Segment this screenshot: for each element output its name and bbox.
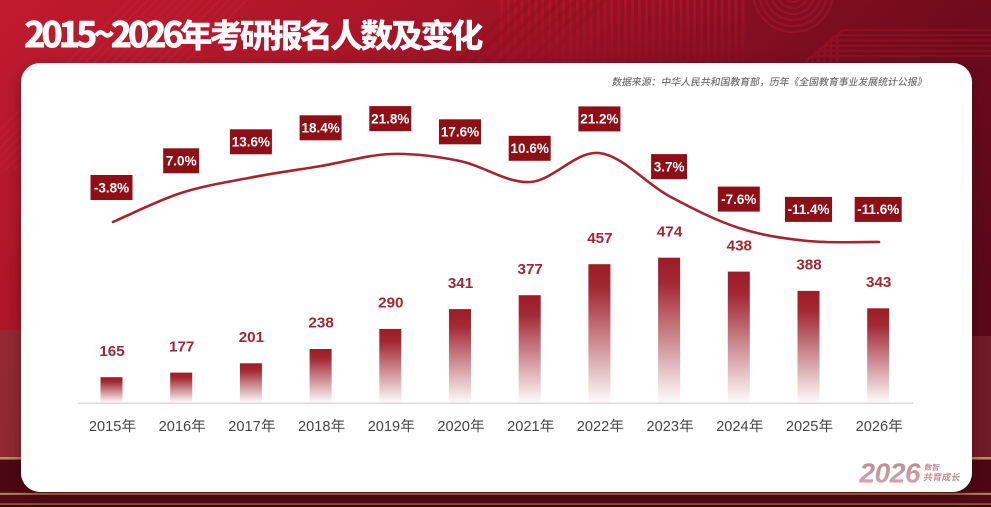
- svg-text:201: 201: [239, 329, 265, 346]
- svg-text:17.6%: 17.6%: [441, 125, 479, 140]
- svg-text:2024: 2024: [716, 419, 748, 435]
- svg-text:7.0%: 7.0%: [166, 154, 197, 169]
- svg-text:438: 438: [727, 237, 752, 254]
- svg-text:2026: 2026: [856, 419, 888, 435]
- svg-text:-11.4%: -11.4%: [787, 202, 829, 217]
- svg-text:177: 177: [169, 338, 194, 355]
- svg-text:457: 457: [587, 230, 612, 247]
- svg-text:2021: 2021: [507, 419, 539, 435]
- svg-text:-3.8%: -3.8%: [94, 180, 129, 195]
- svg-text:343: 343: [866, 274, 891, 291]
- svg-text:165: 165: [99, 343, 125, 360]
- svg-text:290: 290: [378, 295, 403, 312]
- svg-text:21.2%: 21.2%: [580, 112, 618, 127]
- svg-text:13.6%: 13.6%: [232, 135, 270, 150]
- svg-text:2018: 2018: [298, 419, 330, 435]
- svg-text:2023: 2023: [647, 419, 679, 435]
- svg-text:2019: 2019: [368, 419, 400, 435]
- svg-text:2026: 2026: [859, 458, 922, 489]
- svg-text:21.8%: 21.8%: [371, 111, 409, 126]
- svg-text:18.4%: 18.4%: [301, 121, 339, 136]
- svg-text:-7.6%: -7.6%: [721, 192, 756, 207]
- svg-text:10.6%: 10.6%: [511, 141, 549, 156]
- svg-text:2020: 2020: [437, 419, 469, 435]
- svg-text:2025: 2025: [786, 419, 818, 435]
- svg-text:377: 377: [518, 261, 543, 278]
- svg-text:238: 238: [308, 315, 333, 332]
- svg-text:2017: 2017: [228, 419, 260, 435]
- svg-text:2015: 2015: [89, 419, 121, 435]
- svg-text:-11.6%: -11.6%: [857, 202, 899, 217]
- svg-text:474: 474: [657, 223, 683, 240]
- svg-text:2022: 2022: [577, 419, 609, 435]
- svg-text:341: 341: [448, 275, 474, 292]
- svg-text:3.7%: 3.7%: [654, 159, 685, 174]
- svg-text:2016: 2016: [159, 419, 191, 435]
- svg-text:388: 388: [796, 257, 821, 274]
